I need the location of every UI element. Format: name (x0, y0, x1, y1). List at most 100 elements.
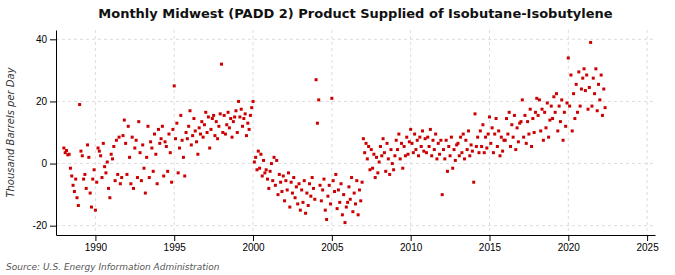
point (568, 105, 571, 108)
point (445, 139, 448, 142)
point (420, 145, 423, 148)
point (199, 133, 202, 136)
point (403, 145, 406, 148)
x-grid-line (489, 30, 490, 235)
point (322, 178, 325, 181)
point (516, 126, 519, 129)
point (186, 137, 189, 140)
point (432, 139, 435, 142)
point (72, 184, 75, 187)
point (296, 202, 299, 205)
point (196, 153, 199, 156)
point (206, 131, 209, 134)
point (509, 145, 512, 148)
point (426, 136, 429, 139)
point (583, 67, 586, 70)
point (504, 139, 507, 142)
point (597, 83, 600, 86)
point (267, 187, 270, 190)
point (376, 171, 379, 174)
y-tick-label: -20 (33, 220, 48, 231)
point (253, 161, 256, 164)
point (81, 154, 84, 157)
point (326, 195, 329, 198)
point (162, 174, 165, 177)
point (365, 142, 368, 145)
y-axis-title: Thousand Barrels per Day (5, 66, 16, 197)
point (299, 209, 302, 212)
point (200, 120, 203, 123)
point (446, 170, 449, 173)
point (517, 140, 520, 143)
point (443, 157, 446, 160)
point (506, 133, 509, 136)
point (531, 117, 534, 120)
point (188, 109, 191, 112)
point (435, 157, 438, 160)
point (118, 136, 121, 139)
y-grid-line (56, 39, 655, 40)
point (87, 156, 90, 159)
point (512, 136, 515, 139)
point (292, 176, 295, 179)
point (148, 176, 151, 179)
point (576, 111, 579, 114)
point (571, 129, 574, 132)
point (534, 111, 537, 114)
point (349, 198, 352, 201)
point (332, 179, 335, 182)
point (175, 122, 178, 125)
y-grid-line (56, 163, 655, 164)
point (139, 151, 142, 154)
point (399, 157, 402, 160)
point (336, 207, 339, 210)
point (604, 106, 607, 109)
point (383, 151, 386, 154)
point (389, 148, 392, 151)
point (261, 174, 264, 177)
x-tick: 2000 (242, 235, 265, 253)
point (375, 156, 378, 159)
point (592, 77, 595, 80)
point (479, 129, 482, 132)
point (103, 165, 106, 168)
point (231, 136, 234, 139)
point (434, 133, 437, 136)
x-tick-mark (568, 235, 569, 241)
point (542, 139, 545, 142)
point (166, 170, 169, 173)
point (262, 159, 265, 162)
point (241, 125, 244, 128)
point (521, 98, 524, 101)
point (359, 199, 362, 202)
point (307, 204, 310, 207)
point (154, 153, 157, 156)
point (328, 184, 331, 187)
point (424, 137, 427, 140)
point (171, 128, 174, 131)
point (182, 156, 185, 159)
point (577, 70, 580, 73)
point (565, 101, 568, 104)
point (97, 147, 100, 150)
point (213, 134, 216, 137)
point (347, 185, 350, 188)
point (303, 179, 306, 182)
point (278, 173, 281, 176)
point (282, 174, 285, 177)
point (273, 156, 276, 159)
point (460, 151, 463, 154)
x-tick-label: 2000 (242, 242, 265, 253)
point (204, 111, 207, 114)
point (330, 97, 333, 100)
x-tick-mark (253, 235, 254, 241)
point (276, 193, 279, 196)
point (562, 139, 565, 142)
x-axis-line (57, 235, 656, 236)
point (301, 201, 304, 204)
point (78, 103, 81, 106)
point (361, 181, 364, 184)
point (146, 125, 149, 128)
point (132, 187, 135, 190)
x-tick-label: 1995 (164, 242, 187, 253)
